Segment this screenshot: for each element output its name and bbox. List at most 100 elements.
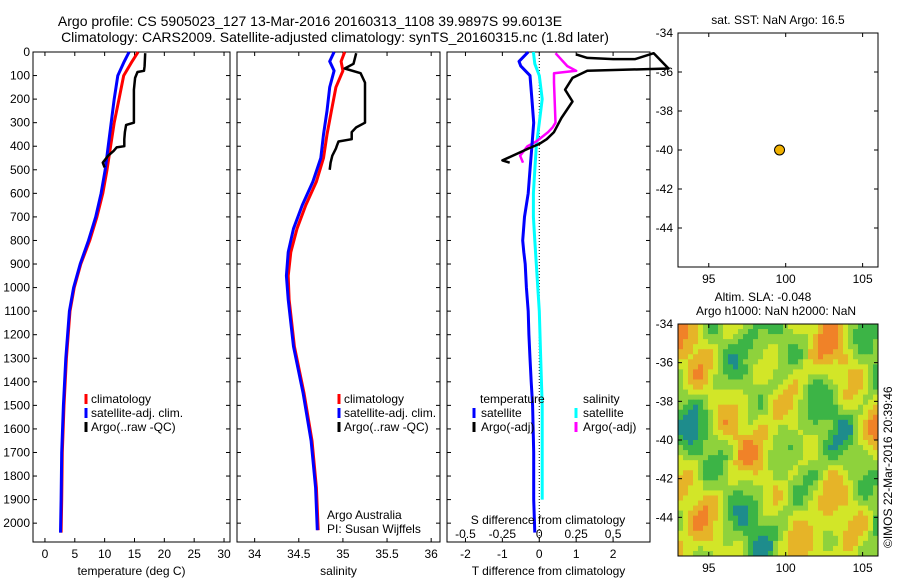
- plot-frame: [236, 51, 441, 543]
- sla-cell: [708, 389, 714, 396]
- sla-cell: [738, 409, 744, 416]
- sla-cell: [868, 429, 874, 436]
- sla-cell: [873, 354, 879, 360]
- sla-cell: [873, 344, 879, 350]
- sla-cell: [748, 515, 754, 522]
- sla-cell: [763, 465, 769, 471]
- sla-cell: [813, 359, 819, 365]
- sla-cell: [778, 424, 784, 431]
- sla-cell: [703, 465, 709, 471]
- sla-cell: [778, 389, 784, 396]
- sla-cell: [793, 545, 799, 552]
- sla-cell: [763, 520, 769, 527]
- sla-cell: [808, 329, 814, 335]
- sla-cell: [803, 515, 809, 522]
- sla-cell: [793, 485, 799, 491]
- sla-cell: [698, 344, 704, 350]
- sla-cell: [788, 470, 794, 476]
- sla-cell: [748, 450, 754, 456]
- sla-cell: [823, 409, 829, 416]
- sla-cell: [698, 540, 704, 547]
- sla-cell: [778, 500, 784, 506]
- sla-cell: [748, 399, 754, 406]
- sla-cell: [853, 485, 859, 491]
- sla-cell: [773, 339, 779, 345]
- sla-cell: [733, 495, 739, 501]
- sla-cell: [698, 369, 704, 375]
- sla-cell: [753, 500, 759, 506]
- sla-cell: [748, 334, 754, 340]
- sla-cell: [693, 394, 699, 401]
- sla-cell: [718, 394, 724, 401]
- sla-cell: [783, 329, 789, 335]
- sla-cell: [808, 424, 814, 431]
- sla-cell: [813, 399, 819, 406]
- sla-cell: [833, 530, 839, 537]
- sla-cell: [713, 455, 719, 461]
- sla-cell: [768, 354, 774, 360]
- sla-cell: [843, 475, 849, 481]
- sla-cell: [828, 505, 834, 512]
- sla-cell: [768, 384, 774, 390]
- sla-cell: [858, 545, 864, 552]
- sla-cell: [838, 455, 844, 461]
- sla-cell: [688, 414, 694, 421]
- sla-cell: [753, 470, 759, 476]
- sla-cell: [863, 450, 869, 456]
- sla-cell: [738, 520, 744, 527]
- sla-cell: [793, 540, 799, 547]
- sla-cell: [783, 510, 789, 517]
- sla-cell: [723, 354, 729, 360]
- sla-cell: [858, 369, 864, 375]
- sla-cell: [858, 409, 864, 416]
- sla-cell: [873, 550, 879, 557]
- sla-cell: [823, 344, 829, 350]
- sla-cell: [738, 344, 744, 350]
- sla-cell: [753, 505, 759, 512]
- sla-cell: [808, 550, 814, 557]
- secondary-axis-title: S difference from climatology: [471, 513, 626, 527]
- sla-cell: [693, 419, 699, 426]
- sla-cell: [718, 414, 724, 421]
- x-tick-label: 36: [424, 547, 438, 561]
- sla-cell: [783, 535, 789, 542]
- sla-cell: [863, 535, 869, 542]
- sla-cell: [778, 520, 784, 527]
- sla-cell: [778, 399, 784, 406]
- sla-cell: [728, 374, 734, 380]
- sla-cell: [678, 359, 684, 365]
- sla-cell: [693, 520, 699, 527]
- sla-cell: [788, 440, 794, 446]
- sla-cell: [718, 440, 724, 446]
- y-tick-label: -42: [656, 182, 674, 196]
- sla-cell: [708, 409, 714, 416]
- sla-cell: [838, 470, 844, 476]
- sla-cell: [798, 354, 804, 360]
- sla-cell: [853, 510, 859, 517]
- sla-cell: [793, 440, 799, 446]
- sla-cell: [738, 440, 744, 446]
- sla-cell: [798, 414, 804, 421]
- sla-cell: [858, 515, 864, 522]
- sla-cell: [763, 500, 769, 506]
- sla-cell: [793, 429, 799, 436]
- sla-cell: [798, 419, 804, 426]
- sla-cell: [683, 369, 689, 375]
- sla-cell: [808, 334, 814, 340]
- sla-cell: [808, 414, 814, 421]
- sla-cell: [828, 384, 834, 390]
- sla-cell: [708, 429, 714, 436]
- sla-cell: [733, 505, 739, 512]
- sla-cell: [683, 359, 689, 365]
- sla-cell: [853, 334, 859, 340]
- sla-cell: [748, 545, 754, 552]
- sla-cell: [793, 525, 799, 532]
- sla-cell: [788, 329, 794, 335]
- sla-cell: [768, 480, 774, 486]
- sla-cell: [683, 364, 689, 370]
- sla-cell: [863, 505, 869, 512]
- sla-cell: [848, 434, 854, 441]
- sla-cell: [803, 369, 809, 375]
- sla-cell: [683, 540, 689, 547]
- sla-cell: [693, 485, 699, 491]
